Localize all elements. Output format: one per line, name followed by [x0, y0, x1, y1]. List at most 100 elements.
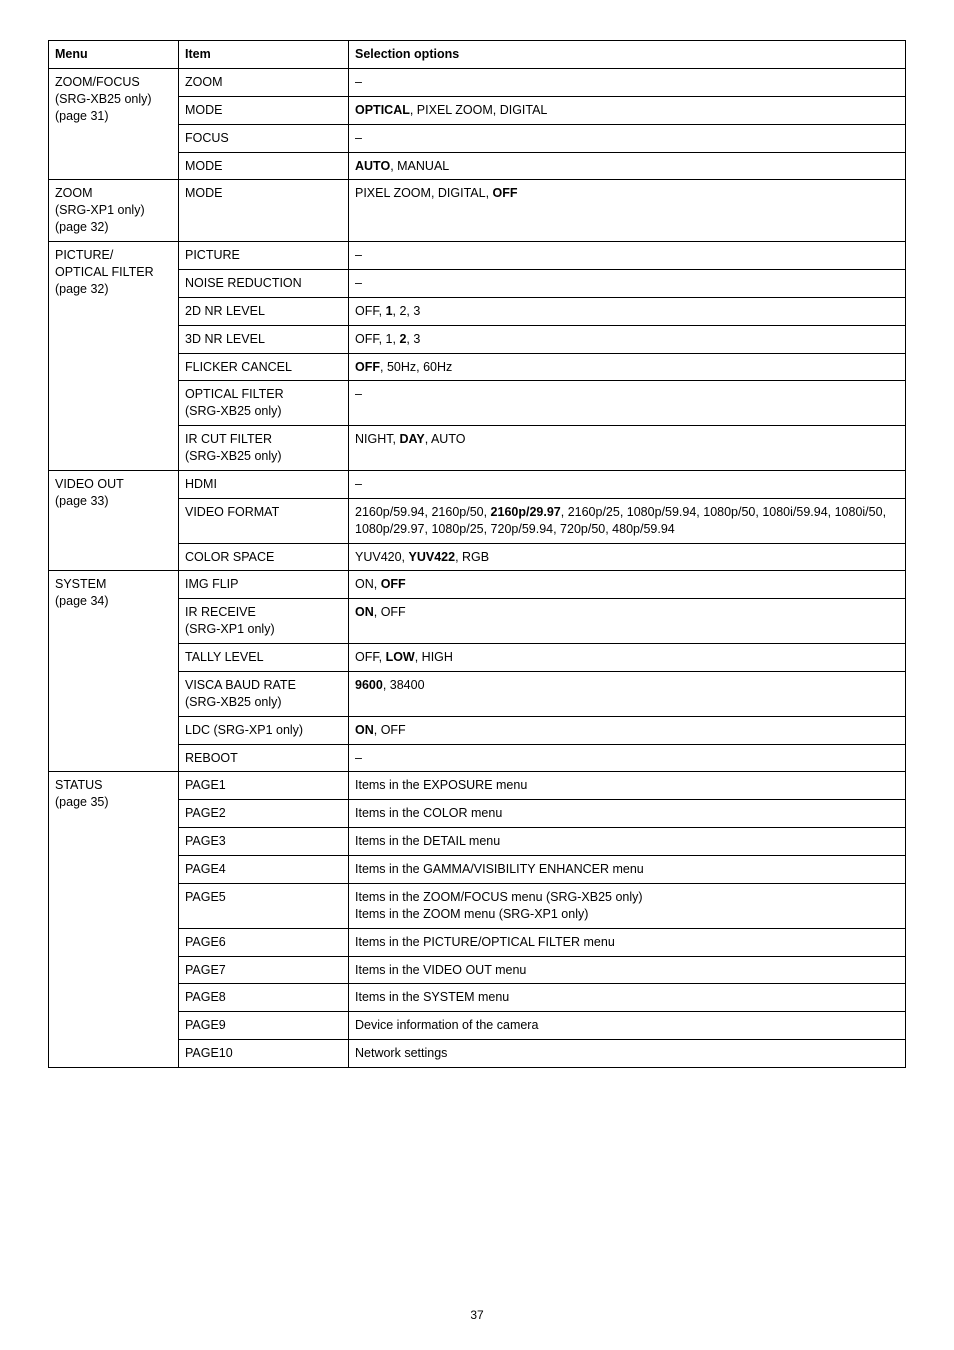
cell-selection: –: [349, 381, 906, 426]
text-segment: –: [355, 131, 362, 145]
cell-selection: –: [349, 744, 906, 772]
cell-selection: OPTICAL, PIXEL ZOOM, DIGITAL: [349, 96, 906, 124]
cell-item: MODE: [179, 152, 349, 180]
cell-selection: –: [349, 269, 906, 297]
text-segment: –: [355, 387, 362, 401]
text-segment: , MANUAL: [390, 159, 449, 173]
cell-item: PAGE9: [179, 1012, 349, 1040]
text-segment: , 50Hz, 60Hz: [380, 360, 452, 374]
cell-item: PAGE1: [179, 772, 349, 800]
table-header-row: Menu Item Selection options: [49, 41, 906, 69]
text-segment: OFF: [381, 577, 406, 591]
cell-selection: Items in the SYSTEM menu: [349, 984, 906, 1012]
cell-selection: PIXEL ZOOM, DIGITAL, OFF: [349, 180, 906, 242]
cell-item: HDMI: [179, 470, 349, 498]
col-selection: Selection options: [349, 41, 906, 69]
text-segment: LOW: [386, 650, 415, 664]
cell-selection: Items in the COLOR menu: [349, 800, 906, 828]
text-segment: Items in the DETAIL menu: [355, 834, 500, 848]
cell-item: REBOOT: [179, 744, 349, 772]
text-segment: Items in the GAMMA/VISIBILITY ENHANCER m…: [355, 862, 644, 876]
cell-item: PAGE2: [179, 800, 349, 828]
cell-selection: Items in the VIDEO OUT menu: [349, 956, 906, 984]
text-segment: –: [355, 751, 362, 765]
text-segment: ON: [355, 723, 374, 737]
text-segment: 9600: [355, 678, 383, 692]
cell-item: VIDEO FORMAT: [179, 498, 349, 543]
page-number: 37: [0, 1308, 954, 1322]
cell-item: PAGE7: [179, 956, 349, 984]
cell-selection: OFF, 1, 2, 3: [349, 325, 906, 353]
text-segment: –: [355, 276, 362, 290]
table-row: ZOOM(SRG-XP1 only)(page 32)MODEPIXEL ZOO…: [49, 180, 906, 242]
cell-selection: 9600, 38400: [349, 671, 906, 716]
text-segment: , 38400: [383, 678, 425, 692]
cell-selection: Items in the ZOOM/FOCUS menu (SRG-XB25 o…: [349, 883, 906, 928]
text-segment: OFF: [493, 186, 518, 200]
text-segment: ON,: [355, 577, 381, 591]
text-segment: , OFF: [374, 605, 406, 619]
cell-menu: STATUS(page 35): [49, 772, 179, 1068]
text-segment: 1: [386, 304, 393, 318]
cell-selection: Items in the GAMMA/VISIBILITY ENHANCER m…: [349, 856, 906, 884]
menu-options-table: Menu Item Selection options ZOOM/FOCUS(S…: [48, 40, 906, 1068]
cell-selection: OFF, 50Hz, 60Hz: [349, 353, 906, 381]
cell-selection: Items in the PICTURE/OPTICAL FILTER menu: [349, 928, 906, 956]
text-segment: NIGHT,: [355, 432, 399, 446]
cell-item: IR CUT FILTER(SRG-XB25 only): [179, 426, 349, 471]
cell-selection: 2160p/59.94, 2160p/50, 2160p/29.97, 2160…: [349, 498, 906, 543]
cell-menu: SYSTEM(page 34): [49, 571, 179, 772]
col-menu: Menu: [49, 41, 179, 69]
cell-item: 2D NR LEVEL: [179, 297, 349, 325]
cell-item: PICTURE: [179, 242, 349, 270]
text-segment: Network settings: [355, 1046, 447, 1060]
cell-item: PAGE8: [179, 984, 349, 1012]
text-segment: Device information of the camera: [355, 1018, 538, 1032]
cell-item: OPTICAL FILTER(SRG-XB25 only): [179, 381, 349, 426]
cell-selection: AUTO, MANUAL: [349, 152, 906, 180]
cell-item: PAGE3: [179, 828, 349, 856]
text-segment: Items in the ZOOM/FOCUS menu (SRG-XB25 o…: [355, 890, 643, 904]
cell-selection: –: [349, 470, 906, 498]
text-segment: YUV420,: [355, 550, 409, 564]
col-item: Item: [179, 41, 349, 69]
cell-item: PAGE10: [179, 1040, 349, 1068]
cell-selection: OFF, LOW, HIGH: [349, 644, 906, 672]
cell-selection: Device information of the camera: [349, 1012, 906, 1040]
cell-item: FOCUS: [179, 124, 349, 152]
cell-selection: –: [349, 124, 906, 152]
text-segment: Items in the ZOOM menu (SRG-XP1 only): [355, 907, 588, 921]
cell-item: TALLY LEVEL: [179, 644, 349, 672]
text-segment: , PIXEL ZOOM, DIGITAL: [410, 103, 548, 117]
cell-item: PAGE6: [179, 928, 349, 956]
table-row: ZOOM/FOCUS(SRG-XB25 only)(page 31)ZOOM–: [49, 68, 906, 96]
text-segment: Items in the VIDEO OUT menu: [355, 963, 526, 977]
text-segment: OFF,: [355, 650, 386, 664]
cell-item: LDC (SRG-XP1 only): [179, 716, 349, 744]
cell-item: COLOR SPACE: [179, 543, 349, 571]
cell-selection: –: [349, 68, 906, 96]
cell-item: PAGE5: [179, 883, 349, 928]
cell-item: NOISE REDUCTION: [179, 269, 349, 297]
text-segment: Items in the SYSTEM menu: [355, 990, 509, 1004]
cell-menu: ZOOM/FOCUS(SRG-XB25 only)(page 31): [49, 68, 179, 180]
table-row: VIDEO OUT(page 33)HDMI–: [49, 470, 906, 498]
text-segment: AUTO: [355, 159, 390, 173]
cell-selection: ON, OFF: [349, 716, 906, 744]
text-segment: –: [355, 75, 362, 89]
table-row: STATUS(page 35)PAGE1Items in the EXPOSUR…: [49, 772, 906, 800]
text-segment: DAY: [399, 432, 424, 446]
cell-selection: ON, OFF: [349, 599, 906, 644]
text-segment: Items in the PICTURE/OPTICAL FILTER menu: [355, 935, 615, 949]
cell-menu: ZOOM(SRG-XP1 only)(page 32): [49, 180, 179, 242]
table-row: PICTURE/OPTICAL FILTER(page 32)PICTURE–: [49, 242, 906, 270]
cell-menu: VIDEO OUT(page 33): [49, 470, 179, 571]
cell-selection: –: [349, 242, 906, 270]
cell-item: ZOOM: [179, 68, 349, 96]
text-segment: ON: [355, 605, 374, 619]
text-segment: YUV422: [409, 550, 456, 564]
text-segment: PIXEL ZOOM, DIGITAL,: [355, 186, 493, 200]
text-segment: , 2, 3: [393, 304, 421, 318]
text-segment: 2160p/59.94, 2160p/50,: [355, 505, 491, 519]
cell-item: MODE: [179, 180, 349, 242]
